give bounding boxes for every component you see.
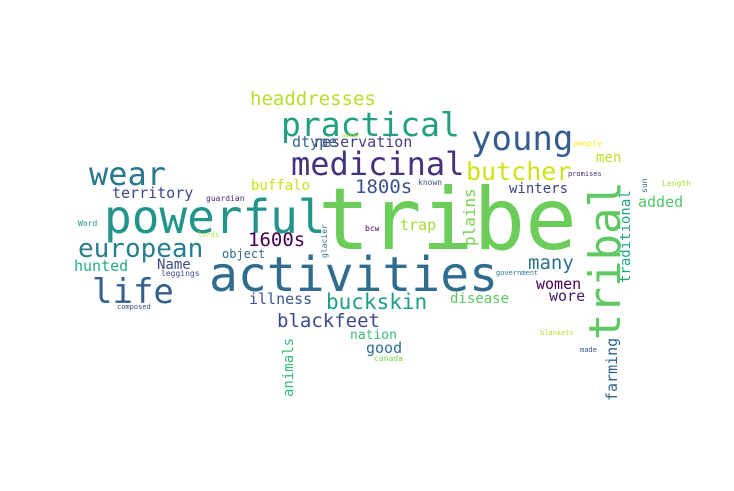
word-practical: practical bbox=[281, 105, 460, 144]
word-hunted: hunted bbox=[74, 257, 129, 275]
word-Name: Name bbox=[157, 257, 191, 273]
word-leggings: leggings bbox=[161, 269, 200, 278]
word-canada: canada bbox=[374, 354, 403, 363]
word-medicinal: medicinal bbox=[291, 145, 465, 183]
word-government: government bbox=[496, 269, 539, 277]
word-buckskin: buckskin bbox=[326, 290, 428, 314]
word-lords: lords bbox=[198, 231, 220, 239]
word-european: european bbox=[78, 234, 204, 264]
word-known: known bbox=[418, 178, 443, 187]
word-buffalo: buffalo bbox=[251, 178, 311, 194]
word-object: object bbox=[222, 247, 266, 261]
word-wore: wore bbox=[549, 287, 586, 305]
word-women: women bbox=[536, 275, 582, 293]
word-reservation: reservation bbox=[313, 133, 413, 151]
word-tribe: tribe bbox=[318, 170, 577, 270]
word-made: made bbox=[580, 346, 597, 354]
word-1600s: 1600s bbox=[248, 229, 306, 251]
word-good: good bbox=[366, 339, 403, 357]
word-traditional: traditional bbox=[618, 190, 634, 283]
word-dtype: dtype bbox=[292, 133, 338, 151]
word-butcher: butcher bbox=[466, 157, 572, 186]
word-Word: Word bbox=[78, 219, 98, 228]
word-nation: nation bbox=[350, 328, 397, 343]
word-men: men bbox=[596, 150, 622, 166]
word-composed: composed bbox=[117, 303, 151, 311]
word-disease: disease bbox=[450, 291, 510, 307]
word-blackfeet: blackfeet bbox=[277, 310, 380, 332]
word-many: many bbox=[528, 252, 574, 274]
word-never: never bbox=[342, 132, 361, 139]
word-glacier: glacier bbox=[320, 224, 329, 258]
word-life: life bbox=[92, 272, 174, 312]
word-1800s: 1800s bbox=[355, 176, 413, 198]
word-guardian: guardian bbox=[206, 194, 245, 203]
word-Length: Length bbox=[662, 179, 691, 188]
word-sun: sun bbox=[640, 178, 649, 193]
word-headdresses: headdresses bbox=[250, 88, 376, 110]
word-territory: territory bbox=[112, 184, 194, 202]
word-added: added bbox=[638, 193, 684, 211]
word-young: young bbox=[471, 119, 574, 159]
word-activities: activities bbox=[209, 247, 498, 303]
word-illness: illness bbox=[249, 290, 313, 308]
word-plains: plains bbox=[460, 188, 479, 246]
word-animals: animals bbox=[281, 337, 297, 397]
word-people: people bbox=[573, 139, 602, 148]
word-bcw: bcw bbox=[365, 224, 380, 233]
word-wear: wear bbox=[89, 155, 167, 193]
word-powerful: powerful bbox=[104, 190, 326, 244]
word-winters: winters bbox=[509, 181, 569, 197]
word-farming: farming bbox=[603, 337, 621, 401]
word-trap: trap bbox=[400, 216, 437, 234]
word-blankets: blankets bbox=[540, 329, 574, 337]
word-promises: promises bbox=[568, 170, 602, 178]
